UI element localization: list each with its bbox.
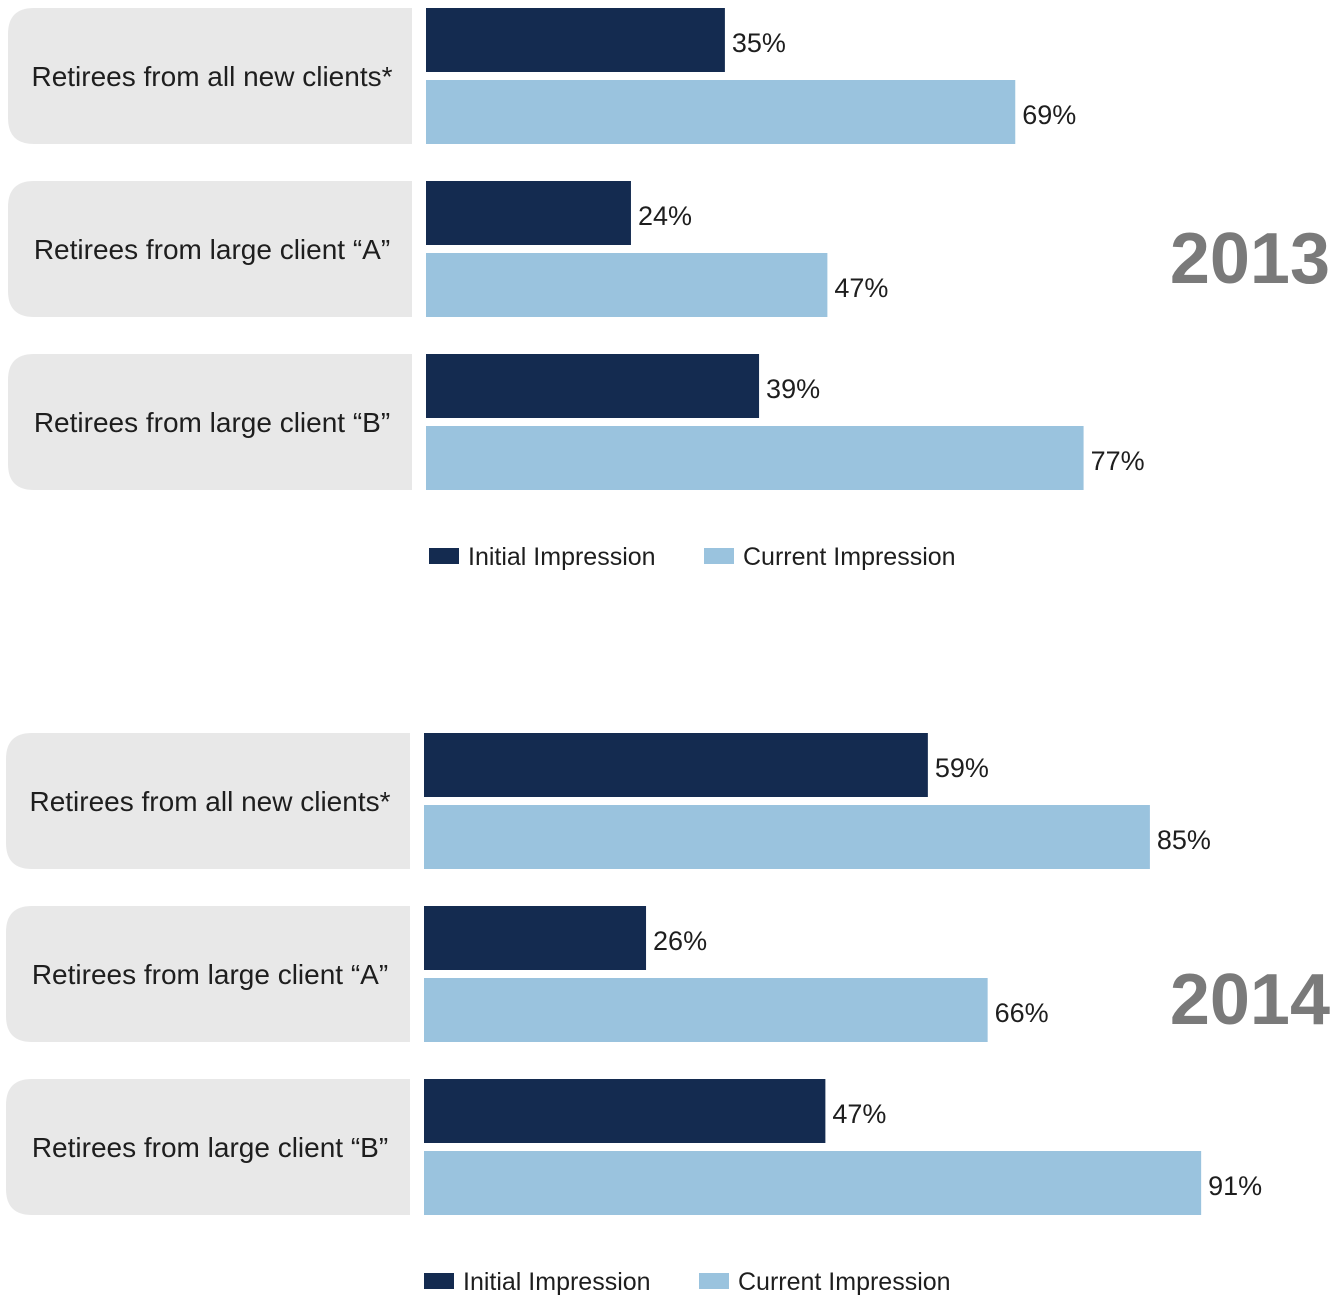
bar-group: Retirees from large client “B” 47% 91% xyxy=(6,1079,1262,1215)
data-label: 26% xyxy=(653,926,707,956)
category-label-box xyxy=(8,8,412,144)
bar-group: Retirees from large client “A” 24% 47% xyxy=(8,181,888,317)
legend-swatch xyxy=(699,1273,729,1289)
category-label-box xyxy=(6,1079,410,1215)
category-label: Retirees from all new clients* xyxy=(29,786,390,817)
legend-swatch xyxy=(424,1273,454,1289)
legend: Initial Impression Current Impression xyxy=(424,1268,951,1296)
category-label: Retirees from large client “B” xyxy=(34,407,390,438)
chart-panel-2013: Retirees from all new clients*35%69%Reti… xyxy=(8,8,1330,571)
initial-impression-bar xyxy=(424,906,647,970)
year-label: 2013 xyxy=(1170,219,1330,299)
initial-impression-bar xyxy=(426,354,760,418)
data-label: 69% xyxy=(1022,100,1076,130)
legend: Initial Impression Current Impression xyxy=(429,543,956,571)
data-label: 59% xyxy=(935,753,989,783)
initial-impression-bar xyxy=(424,1079,826,1143)
category-label-box xyxy=(6,906,410,1042)
legend-label: Initial Impression xyxy=(468,543,656,571)
category-label-box xyxy=(6,733,410,869)
data-label: 24% xyxy=(638,201,692,231)
chart-panel-2014: Retirees from all new clients*59%85%Reti… xyxy=(6,733,1330,1296)
category-label: Retirees from large client “B” xyxy=(32,1132,388,1163)
data-label: 85% xyxy=(1157,825,1211,855)
category-label-box xyxy=(8,181,412,317)
current-impression-bar xyxy=(426,253,828,317)
legend-label: Current Impression xyxy=(743,543,956,571)
data-label: 91% xyxy=(1208,1171,1262,1201)
initial-impression-bar xyxy=(426,8,725,72)
data-label: 77% xyxy=(1091,446,1145,476)
initial-impression-bar xyxy=(424,733,928,797)
legend-swatch xyxy=(704,548,734,564)
data-label: 47% xyxy=(832,1099,886,1129)
data-label: 47% xyxy=(834,273,888,303)
bar-group: Retirees from all new clients* 35% 69% xyxy=(8,8,1076,144)
current-impression-bar xyxy=(424,805,1150,869)
initial-impression-bar xyxy=(426,181,631,245)
data-label: 35% xyxy=(732,28,786,58)
legend-label: Current Impression xyxy=(738,1268,951,1296)
current-impression-bar xyxy=(426,80,1016,144)
category-label: Retirees from all new clients* xyxy=(31,61,392,92)
current-impression-bar xyxy=(424,1151,1202,1215)
category-label: Retirees from large client “A” xyxy=(32,959,388,990)
data-label: 39% xyxy=(766,374,820,404)
category-label: Retirees from large client “A” xyxy=(34,234,390,265)
legend-label: Initial Impression xyxy=(463,1268,651,1296)
year-label: 2014 xyxy=(1170,960,1330,1040)
data-label: 66% xyxy=(995,998,1049,1028)
current-impression-bar xyxy=(426,426,1084,490)
legend-swatch xyxy=(429,548,459,564)
category-label-box xyxy=(8,354,412,490)
bar-group: Retirees from all new clients* 59% 85% xyxy=(6,733,1211,869)
bar-group: Retirees from large client “A” 26% 66% xyxy=(6,906,1049,1042)
current-impression-bar xyxy=(424,978,988,1042)
bar-group: Retirees from large client “B” 39% 77% xyxy=(8,354,1145,490)
